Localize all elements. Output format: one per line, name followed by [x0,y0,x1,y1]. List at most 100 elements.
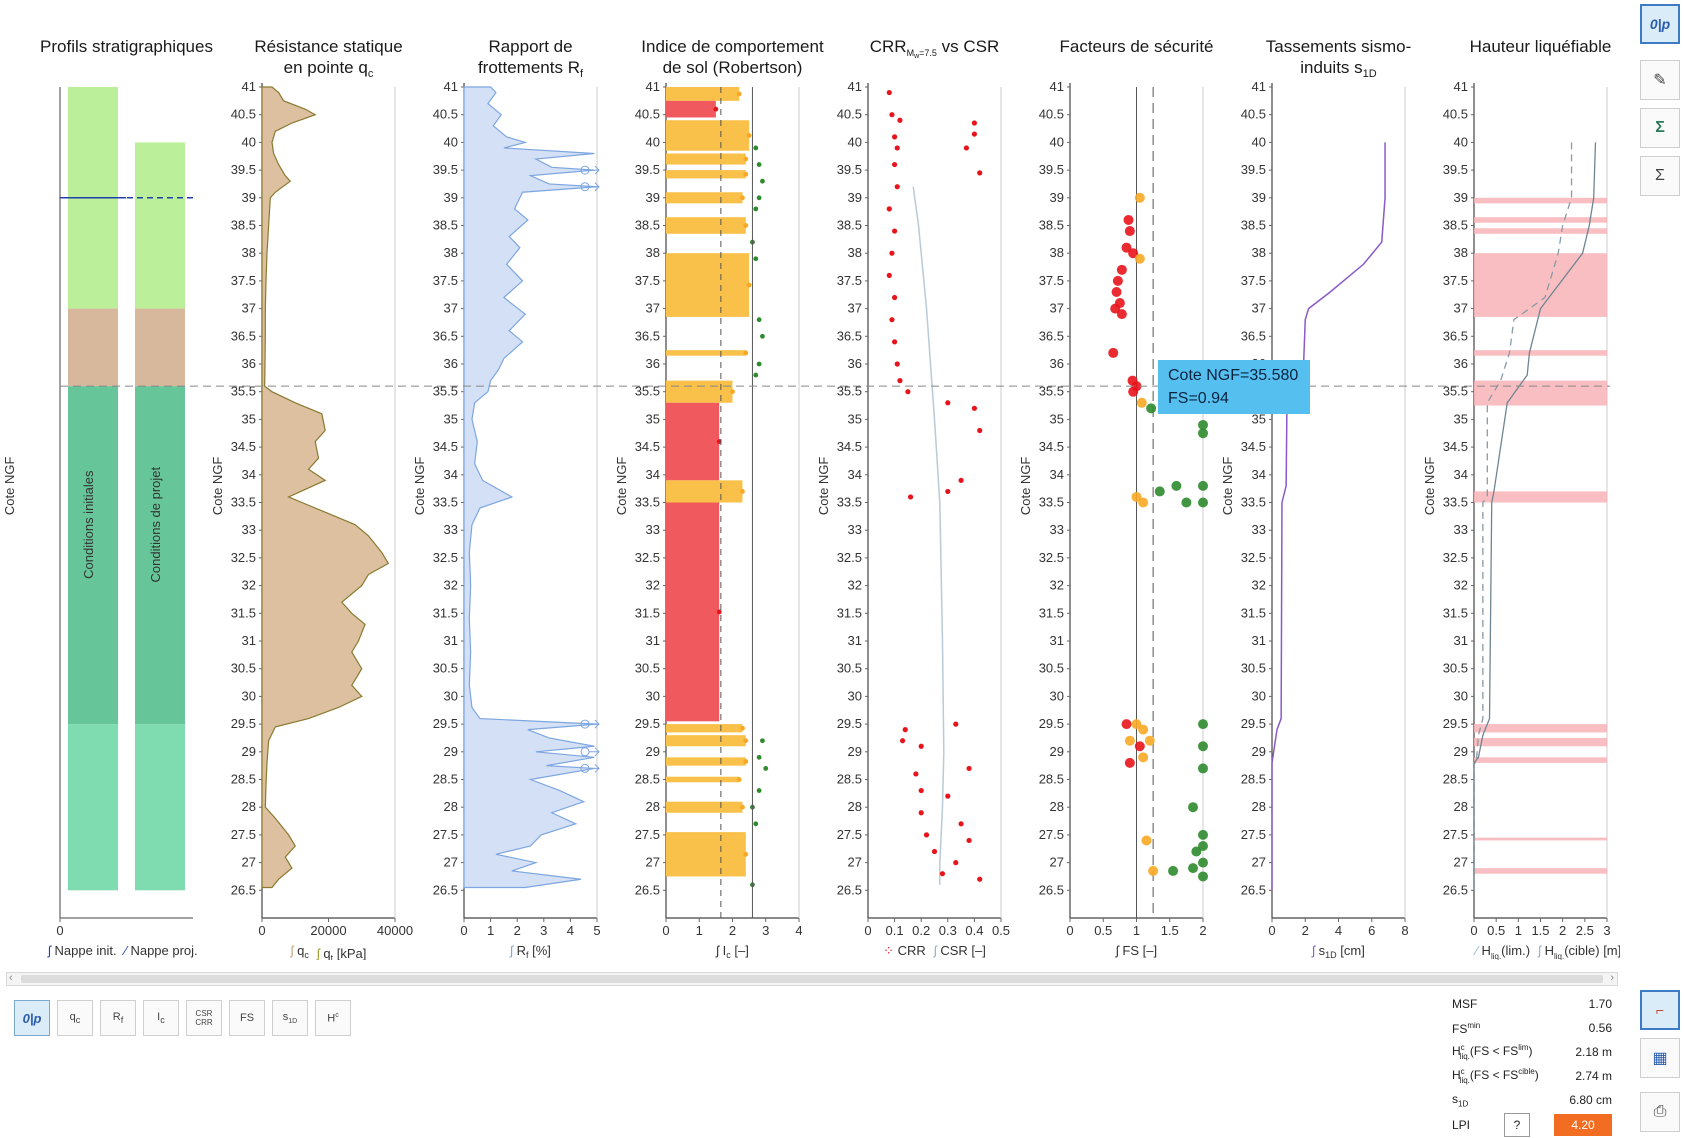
y-tick-label: 40.5 [433,107,458,122]
y-tick-label: 26.5 [635,882,660,897]
hover-tooltip: Cote NGF=35.580 FS=0.94 [1158,360,1310,414]
hliq-view-button[interactable]: Hc [315,1000,351,1036]
sigma-curve-button[interactable]: Σ [1640,156,1680,196]
crr-point [897,378,903,384]
y-tick-label: 32.5 [433,550,458,565]
ic-band [666,87,740,101]
profile-view-button[interactable]: 0|p [14,1000,50,1036]
y-tick-label: 32 [848,578,862,593]
y-tick-label: 30.5 [837,661,862,676]
y-tick-label: 38.5 [837,218,862,233]
y-tick-label: 32 [242,578,256,593]
document-edit-icon: ✎ [1653,72,1667,89]
y-tick-label: 35 [1252,411,1266,426]
crr-point [958,477,964,483]
legend: ʃ FS [–] [1115,943,1157,958]
x-tick-label: 1 [487,923,494,938]
crr-point [971,120,978,126]
ic-point [740,195,745,201]
lpi-help-button[interactable]: ? [1504,1113,1531,1137]
y-tick-label: 31.5 [837,605,862,620]
y-tick-label: 28 [1050,799,1064,814]
y-tick-label: 32 [1252,578,1266,593]
fs-point [1168,865,1179,876]
y-tick-label: 26.5 [433,882,458,897]
y-tick-label: 33.5 [635,495,660,510]
print-button[interactable]: ⎙ [1640,1092,1680,1132]
crr-point [889,112,895,118]
scroll-right-icon[interactable]: › [1610,972,1614,984]
panel-qc: Résistance statique en pointe qc 41 40.5 40 3… [210,37,413,960]
crr-point [886,89,892,96]
y-tick-label: 27.5 [1443,827,1468,842]
fs-point [1131,491,1142,502]
crr-point [892,134,898,140]
rf-view-button[interactable]: Rf [100,1000,136,1036]
liquefiable-band [1474,217,1607,223]
y-tick-label: 28 [1454,799,1468,814]
horizontal-scrollbar[interactable]: ‹ › [6,972,1618,986]
scrollbar-thumb[interactable] [21,975,1603,983]
qc-view-button[interactable]: qc [57,1000,93,1036]
fs-point [1198,741,1208,752]
fs-point [1134,192,1145,203]
panel-crr: CRRMw=7.5 vs CSR 41 40.5 40 39.5 39 38.5 38 37.5… [816,37,1010,958]
panel-fs: Facteurs de sécurité 41 40.5 40 39.5 39 38.5 38… [1018,37,1214,958]
s1d-view-button[interactable]: s1D [272,1000,308,1036]
y-tick-label: 37 [444,301,458,316]
chart-view-button[interactable]: ⌐ [1640,990,1680,1030]
scroll-left-icon[interactable]: ‹ [9,972,13,984]
y-tick-label: 40 [1454,134,1468,149]
y-tick-label: 34 [242,467,256,482]
y-tick-label: 29 [1050,744,1064,759]
crr-point [892,294,898,301]
y-tick-label: 38.5 [1241,218,1266,233]
liquefiable-band [1474,228,1607,234]
x-tick-label: 6 [1368,923,1375,938]
y-tick-label: 29 [444,744,458,759]
y-tick-label: 31 [848,633,862,648]
y-tick-label: 39 [444,190,458,205]
sum-profile-button[interactable]: Σ [1640,108,1680,148]
ic-band [666,801,743,813]
y-tick-label: 28.5 [231,772,256,787]
y-tick-label: 33 [1454,522,1468,537]
liquefiable-band [1474,197,1607,204]
liquefiable-band [1474,737,1607,747]
edit-document-button[interactable]: ✎ [1640,60,1680,100]
y-tick-label: 27 [646,855,660,870]
ic-view-button[interactable]: Ic [143,1000,179,1036]
table-view-button[interactable]: ▦ [1640,1038,1680,1078]
ic-point [736,91,742,97]
csr-crr-view-button[interactable]: CSR CRR [186,1000,222,1036]
ic-point [743,738,749,744]
crr-point [977,427,983,434]
y-tick-label: 39 [1454,190,1468,205]
y-tick-label: 29 [646,744,660,759]
x-tick-label: 2 [514,923,521,938]
y-tick-label: 39.5 [1039,162,1064,177]
fs-view-button[interactable]: FS [229,1000,265,1036]
printer-icon: ⎙ [1653,1103,1667,1120]
x-tick-label: 0.5 [1094,923,1112,938]
y-tick-label: 29.5 [1039,716,1064,731]
y-tick-label: 41 [1454,79,1468,94]
x-tick-label: 3 [762,923,769,938]
clip-arrow [589,719,600,729]
ic-point [756,361,762,367]
panel-ic: Indice de comportement de sol (Robertson)… [614,37,824,960]
y-tick-label: 31.5 [1443,605,1468,620]
y-tick-label: 28.5 [1241,772,1266,787]
y-tick-label: 38 [646,245,660,260]
profile-panel-button[interactable]: 0|p [1640,4,1680,44]
y-tick-label: 40.5 [1443,107,1468,122]
x-tick-label: 2 [729,923,736,938]
fs-icon: FS [239,1012,255,1024]
ic-point [743,759,749,764]
curve-icon: Σ [1655,167,1665,184]
y-tick-label: 37 [1050,301,1064,316]
crr-point [894,361,900,367]
y-tick-label: 36.5 [1241,328,1266,343]
liquefiable-band [1474,253,1607,317]
y-tick-label: 40.5 [1039,107,1064,122]
